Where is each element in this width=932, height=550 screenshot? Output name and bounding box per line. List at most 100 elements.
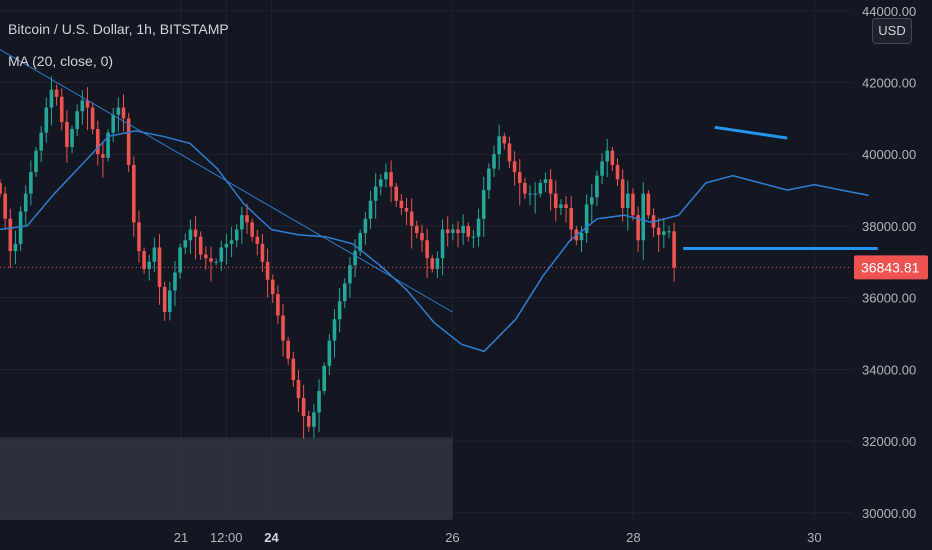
candle-body[interactable] bbox=[517, 172, 522, 183]
candle-body[interactable] bbox=[90, 107, 95, 130]
candle-body[interactable] bbox=[0, 182, 2, 194]
candle-body[interactable] bbox=[533, 193, 537, 195]
candle-body[interactable] bbox=[435, 258, 440, 269]
candle-body[interactable] bbox=[399, 200, 404, 208]
candle-body[interactable] bbox=[471, 236, 476, 238]
candle-body[interactable] bbox=[553, 193, 558, 208]
candle-body[interactable] bbox=[224, 243, 229, 248]
candle-body[interactable] bbox=[312, 412, 316, 427]
candle-body[interactable] bbox=[538, 182, 543, 194]
candle-body[interactable] bbox=[368, 200, 373, 219]
candle-body[interactable] bbox=[126, 118, 131, 165]
candle-body[interactable] bbox=[70, 129, 74, 148]
candle-body[interactable] bbox=[204, 254, 208, 259]
candle-body[interactable] bbox=[656, 227, 661, 235]
candle-body[interactable] bbox=[605, 150, 610, 162]
candle-body[interactable] bbox=[286, 340, 290, 359]
candle-body[interactable] bbox=[39, 132, 43, 151]
time-axis[interactable]: 21 12:00 24 26 28 30 bbox=[174, 530, 822, 545]
candle-body[interactable] bbox=[620, 179, 625, 208]
candle-body[interactable] bbox=[631, 193, 635, 216]
candle-body[interactable] bbox=[378, 179, 383, 187]
candle-body[interactable] bbox=[451, 229, 455, 234]
candle-body[interactable] bbox=[188, 229, 193, 241]
candle-body[interactable] bbox=[615, 164, 620, 180]
candle-body[interactable] bbox=[95, 129, 100, 155]
candle-body[interactable] bbox=[260, 243, 265, 262]
candle-body[interactable] bbox=[584, 204, 589, 234]
candle-body[interactable] bbox=[559, 204, 563, 208]
candle-body[interactable] bbox=[276, 294, 280, 316]
candle-body[interactable] bbox=[80, 100, 85, 112]
candle-body[interactable] bbox=[209, 258, 213, 262]
candle-body[interactable] bbox=[147, 261, 152, 269]
candle-body[interactable] bbox=[389, 172, 393, 187]
candle-body[interactable] bbox=[131, 164, 136, 223]
candle-body[interactable] bbox=[466, 225, 471, 237]
candle-body[interactable] bbox=[667, 231, 671, 233]
candle-body[interactable] bbox=[49, 89, 54, 108]
candle-body[interactable] bbox=[348, 265, 352, 284]
indicator-label[interactable]: MA (20, close, 0) bbox=[8, 53, 114, 69]
candle-body[interactable] bbox=[636, 215, 640, 241]
candle-body[interactable] bbox=[281, 315, 285, 341]
candle-body[interactable] bbox=[59, 96, 64, 122]
candle-body[interactable] bbox=[75, 111, 79, 130]
candle-body[interactable] bbox=[492, 154, 496, 169]
candle-body[interactable] bbox=[507, 143, 512, 162]
candle-body[interactable] bbox=[245, 215, 249, 223]
candle-body[interactable] bbox=[332, 319, 337, 341]
candle-body[interactable] bbox=[481, 190, 486, 219]
candle-body[interactable] bbox=[600, 161, 604, 176]
candle-body[interactable] bbox=[626, 193, 630, 208]
candle-body[interactable] bbox=[101, 154, 105, 158]
price-axis[interactable]: 30000.00 32000.00 34000.00 36000.00 38000.00… bbox=[854, 4, 928, 521]
currency-badge[interactable]: USD bbox=[872, 18, 912, 44]
candle-body[interactable] bbox=[152, 247, 157, 262]
candle-body[interactable] bbox=[8, 218, 13, 252]
candle-body[interactable] bbox=[425, 240, 429, 259]
candle-body[interactable] bbox=[564, 204, 568, 208]
candle-body[interactable] bbox=[142, 251, 146, 269]
candle-body[interactable] bbox=[440, 229, 445, 259]
candle-body[interactable] bbox=[121, 107, 126, 119]
candle-body[interactable] bbox=[610, 150, 615, 165]
candle-body[interactable] bbox=[168, 290, 172, 312]
candle-body[interactable] bbox=[430, 258, 435, 269]
candle-body[interactable] bbox=[672, 231, 676, 268]
candle-body[interactable] bbox=[641, 193, 646, 241]
candle-body[interactable] bbox=[29, 172, 33, 194]
candle-body[interactable] bbox=[456, 229, 460, 234]
candle-body[interactable] bbox=[214, 261, 218, 263]
candle-body[interactable] bbox=[3, 193, 7, 219]
last-price-badge[interactable] bbox=[854, 255, 928, 280]
demand-zone-rect[interactable] bbox=[0, 437, 453, 520]
candle-body[interactable] bbox=[662, 231, 666, 235]
candle-body[interactable] bbox=[476, 218, 481, 237]
candle-body[interactable] bbox=[595, 175, 599, 198]
candle-body[interactable] bbox=[394, 186, 399, 201]
candle-body[interactable] bbox=[420, 233, 424, 241]
drawings[interactable] bbox=[0, 23, 878, 313]
candle-body[interactable] bbox=[512, 161, 517, 173]
candle-body[interactable] bbox=[193, 229, 198, 237]
candle-body[interactable] bbox=[291, 358, 296, 381]
candle-body[interactable] bbox=[106, 132, 110, 158]
candle-body[interactable] bbox=[265, 261, 270, 280]
candle-body[interactable] bbox=[327, 340, 332, 366]
trendline[interactable] bbox=[0, 23, 453, 313]
candle-body[interactable] bbox=[528, 193, 532, 195]
candle-body[interactable] bbox=[358, 233, 363, 252]
candle-body[interactable] bbox=[250, 222, 254, 237]
candle-body[interactable] bbox=[342, 283, 347, 302]
candle-body[interactable] bbox=[111, 114, 116, 133]
candle-body[interactable] bbox=[363, 218, 368, 234]
candle-body[interactable] bbox=[255, 236, 260, 244]
candle-body[interactable] bbox=[54, 89, 59, 97]
candle-body[interactable] bbox=[85, 100, 90, 108]
candle-body[interactable] bbox=[23, 193, 28, 212]
candle-body[interactable] bbox=[337, 301, 342, 320]
candle-body[interactable] bbox=[296, 380, 301, 399]
